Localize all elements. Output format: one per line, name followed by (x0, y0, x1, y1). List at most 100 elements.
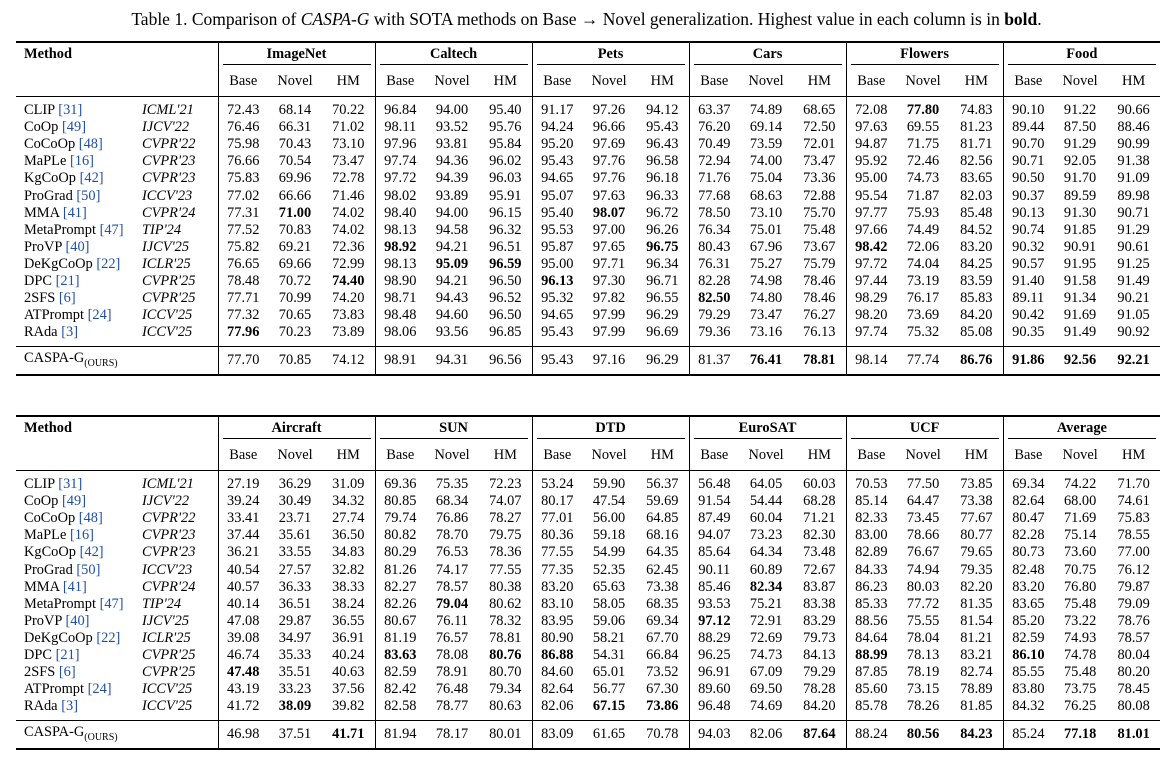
value-cell: 80.62 (489, 595, 522, 612)
method-cell: ATPrompt [24] (16, 307, 140, 324)
value-cell: 58.05 (592, 595, 626, 612)
citation-link[interactable]: [41] (62, 578, 87, 595)
value-cell: 91.29 (1117, 221, 1150, 238)
value-cell: 95.43 (646, 119, 679, 136)
citation-link[interactable]: [47] (99, 595, 124, 612)
citation-link[interactable]: [49] (62, 493, 86, 510)
citation-link[interactable]: [31] (58, 102, 83, 119)
method-name: RAda (24, 324, 58, 341)
citation-link[interactable]: [3] (61, 698, 78, 715)
citation-link[interactable]: [40] (65, 238, 90, 255)
value-cell: 82.28 (688, 272, 740, 291)
value-cell: 95.32 (531, 290, 583, 308)
citation-link[interactable]: [49] (62, 119, 86, 136)
caption-suffix: . (1037, 9, 1042, 29)
value-cell: 39.82 (332, 698, 365, 715)
value-cell: 97.66 (845, 221, 897, 239)
value-cell: 93.53 (688, 595, 740, 613)
dataset-header: SUN (374, 415, 533, 440)
value-cell: 81.85 (960, 698, 993, 715)
value-cell: 75.48 (1063, 664, 1097, 681)
subheader-base: Base (217, 66, 268, 97)
venue-cell: ICCV'23 (142, 187, 193, 204)
value-cell: 75.70 (803, 204, 836, 221)
value-cell: 74.80 (749, 290, 783, 307)
citation-link[interactable]: [47] (99, 221, 124, 238)
value-cell: 96.03 (489, 170, 522, 187)
ours-value-cell: 91.86 (1002, 346, 1054, 377)
citation-link[interactable]: [41] (62, 204, 87, 221)
value-cell: 73.59 (749, 136, 783, 153)
value-cell: 83.80 (1002, 681, 1054, 699)
value-cell: 36.29 (278, 476, 312, 493)
citation-link[interactable]: [50] (76, 561, 101, 578)
value-cell: 84.64 (845, 629, 897, 647)
value-cell: 78.32 (489, 612, 522, 629)
value-cell: 98.40 (374, 204, 426, 222)
ours-value-cell: 88.24 (845, 720, 897, 751)
citation-link[interactable]: [21] (55, 272, 80, 289)
value-cell: 91.69 (1063, 307, 1097, 324)
citation-link[interactable]: [22] (96, 629, 121, 646)
value-cell: 67.30 (646, 681, 679, 698)
value-cell: 96.84 (374, 96, 426, 120)
citation-number: 47 (104, 221, 119, 238)
value-cell: 94.24 (531, 119, 583, 137)
value-cell: 83.29 (803, 612, 836, 629)
value-cell: 35.61 (278, 527, 312, 544)
citation-link[interactable]: [21] (55, 646, 80, 663)
value-cell: 80.29 (374, 544, 426, 562)
citation-link[interactable]: [48] (78, 510, 103, 527)
value-cell: 77.01 (531, 510, 583, 528)
citation-link[interactable]: [48] (78, 136, 103, 153)
citation-link[interactable]: [40] (65, 612, 90, 629)
citation-link[interactable]: [3] (61, 324, 78, 341)
citation-link[interactable]: [31] (58, 476, 83, 493)
value-cell: 75.04 (749, 170, 783, 187)
ours-subscript: (OURS) (84, 357, 118, 369)
citation-link[interactable]: [16] (69, 153, 94, 170)
value-cell: 98.06 (374, 324, 426, 347)
citation-link[interactable]: [24] (87, 307, 112, 324)
citation-link[interactable]: [16] (69, 527, 94, 544)
ours-value-cell: 81.94 (374, 720, 426, 751)
dataset-header: Flowers (845, 41, 1004, 66)
method-name: DeKgCoOp (24, 255, 93, 272)
value-cell: 89.44 (1002, 119, 1054, 137)
value-cell: 72.46 (906, 153, 940, 170)
method-name: MaPLe (24, 527, 67, 544)
value-cell: 98.07 (592, 204, 626, 221)
citation-link[interactable]: [22] (96, 255, 121, 272)
value-cell: 90.42 (1002, 307, 1054, 325)
method-cell: MaPLe [16] (16, 527, 140, 544)
method-cell: CoCoOp [48] (16, 136, 140, 153)
value-cell: 74.98 (749, 272, 783, 289)
value-cell: 35.51 (278, 664, 312, 681)
table-row: RAda [3] ICCV'25 77.96 70.23 73.89 98.06 93.56… (16, 324, 1160, 347)
method-name: CoOp (24, 119, 59, 136)
table-row: ATPrompt [24] ICCV'25 43.19 33.23 37.56 82.42… (16, 681, 1160, 699)
value-cell: 67.09 (749, 664, 783, 681)
table-row: RAda [3] ICCV'25 41.72 38.09 39.82 82.58 78.77… (16, 698, 1160, 721)
citation-link[interactable]: [42] (79, 544, 104, 561)
value-cell: 85.60 (845, 681, 897, 699)
value-cell: 93.52 (435, 119, 469, 136)
citation-link[interactable]: [50] (76, 187, 101, 204)
citation-link[interactable]: [24] (87, 681, 112, 698)
citation-link[interactable]: [42] (79, 170, 104, 187)
value-cell: 82.30 (803, 527, 836, 544)
value-cell: 78.76 (1117, 612, 1150, 629)
value-cell: 94.39 (435, 170, 469, 187)
value-cell: 70.53 (845, 470, 897, 494)
table-row: ProGrad [50] ICCV'23 77.02 66.66 71.46 98.02 9… (16, 187, 1160, 205)
method-cell: CoOp [49] (16, 119, 140, 136)
citation-link[interactable]: [6] (58, 290, 76, 307)
value-cell: 93.56 (435, 324, 469, 341)
citation-number: 49 (66, 119, 82, 136)
citation-link[interactable]: [6] (58, 664, 76, 681)
value-cell: 76.13 (803, 324, 836, 341)
value-cell: 64.85 (646, 510, 679, 527)
value-cell: 91.09 (1117, 170, 1150, 187)
value-cell: 85.64 (688, 544, 740, 562)
citation-number: 22 (101, 629, 116, 646)
